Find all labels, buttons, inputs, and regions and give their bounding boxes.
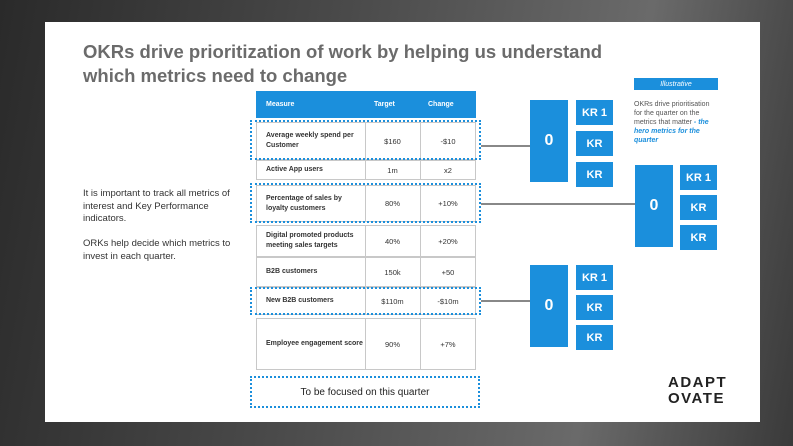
column-divider — [420, 185, 421, 222]
logo: ADAPT — [668, 374, 728, 391]
connector — [481, 203, 635, 205]
change-cell: x2 — [444, 165, 452, 175]
column-divider — [365, 122, 366, 160]
target-cell: $160 — [384, 136, 401, 146]
table-row — [256, 257, 476, 287]
column-divider — [365, 185, 366, 222]
objective-box: 0 — [530, 100, 568, 182]
focus-highlight — [250, 183, 481, 223]
header-cell: Target — [374, 101, 395, 108]
intro-text: ORKs help decide which metrics to invest… — [83, 238, 231, 262]
column-divider — [365, 225, 366, 257]
change-cell: +10% — [438, 199, 458, 208]
measure-cell: Percentage of sales by loyalty customers — [266, 194, 342, 212]
key-result-box: KR — [680, 225, 717, 250]
focus-highlight — [250, 120, 481, 160]
slide-title: OKRs drive prioritization of work by hel… — [83, 41, 603, 86]
key-result-box: KR — [576, 295, 613, 320]
objective-box: 0 — [635, 165, 673, 247]
header-cell: Measure — [266, 101, 295, 108]
column-divider — [420, 318, 421, 370]
target-cell: $110m — [381, 296, 404, 306]
column-divider — [420, 287, 421, 315]
objective-box: 0 — [530, 265, 568, 347]
key-result-box: KR — [576, 131, 613, 156]
measure-cell: B2B customers — [266, 268, 318, 275]
column-divider — [365, 287, 366, 315]
logo: OVATE — [668, 390, 725, 407]
table-row — [256, 318, 476, 370]
key-result-box: KR 1 — [680, 165, 717, 190]
column-divider — [365, 318, 366, 370]
key-result-box: KR 1 — [576, 100, 613, 125]
change-cell: +20% — [438, 236, 458, 246]
connector — [481, 145, 530, 147]
measure-cell: Employee engagement score — [266, 340, 363, 347]
column-divider — [420, 257, 421, 287]
focus-highlight — [250, 287, 481, 315]
illustrative-tag: Illustrative — [634, 78, 718, 90]
measure-cell: Average weekly spend per Customer — [266, 132, 354, 149]
change-cell: -$10m — [437, 296, 459, 306]
change-cell: +50 — [441, 267, 455, 277]
key-result-box: KR 1 — [576, 265, 613, 290]
change-cell: -$10 — [440, 136, 456, 146]
side-note: OKRs drive prioritisation for the quarte… — [634, 100, 714, 145]
legend-box: To be focused on this quarter — [250, 376, 480, 408]
target-cell: 1m — [387, 165, 398, 175]
key-result-box: KR — [680, 195, 717, 220]
note-highlight: - the hero metrics for the quarter — [634, 119, 709, 144]
target-cell: 80% — [384, 199, 400, 208]
target-cell: 150k — [384, 267, 401, 277]
header-cell: Change — [428, 101, 454, 108]
table-header: Measure Target Change — [256, 91, 476, 118]
change-cell: +7% — [440, 339, 456, 349]
measure-cell: Digital promoted products meeting sales … — [266, 232, 354, 249]
target-cell: 40% — [384, 236, 400, 246]
column-divider — [420, 225, 421, 257]
table-row — [256, 225, 476, 257]
column-divider — [365, 160, 366, 180]
key-result-box: KR — [576, 162, 613, 187]
column-divider — [365, 257, 366, 287]
target-cell: 90% — [384, 339, 400, 349]
connector — [481, 300, 530, 302]
key-result-box: KR — [576, 325, 613, 350]
measure-cell: New B2B customers — [266, 297, 334, 304]
table-row — [256, 160, 476, 180]
note-text: OKRs drive prioritisation for the quarte… — [634, 101, 710, 126]
column-divider — [420, 160, 421, 180]
measure-cell: Active App users — [266, 166, 323, 173]
column-divider — [420, 122, 421, 160]
intro-text: It is important to track all metrics of … — [83, 188, 230, 224]
